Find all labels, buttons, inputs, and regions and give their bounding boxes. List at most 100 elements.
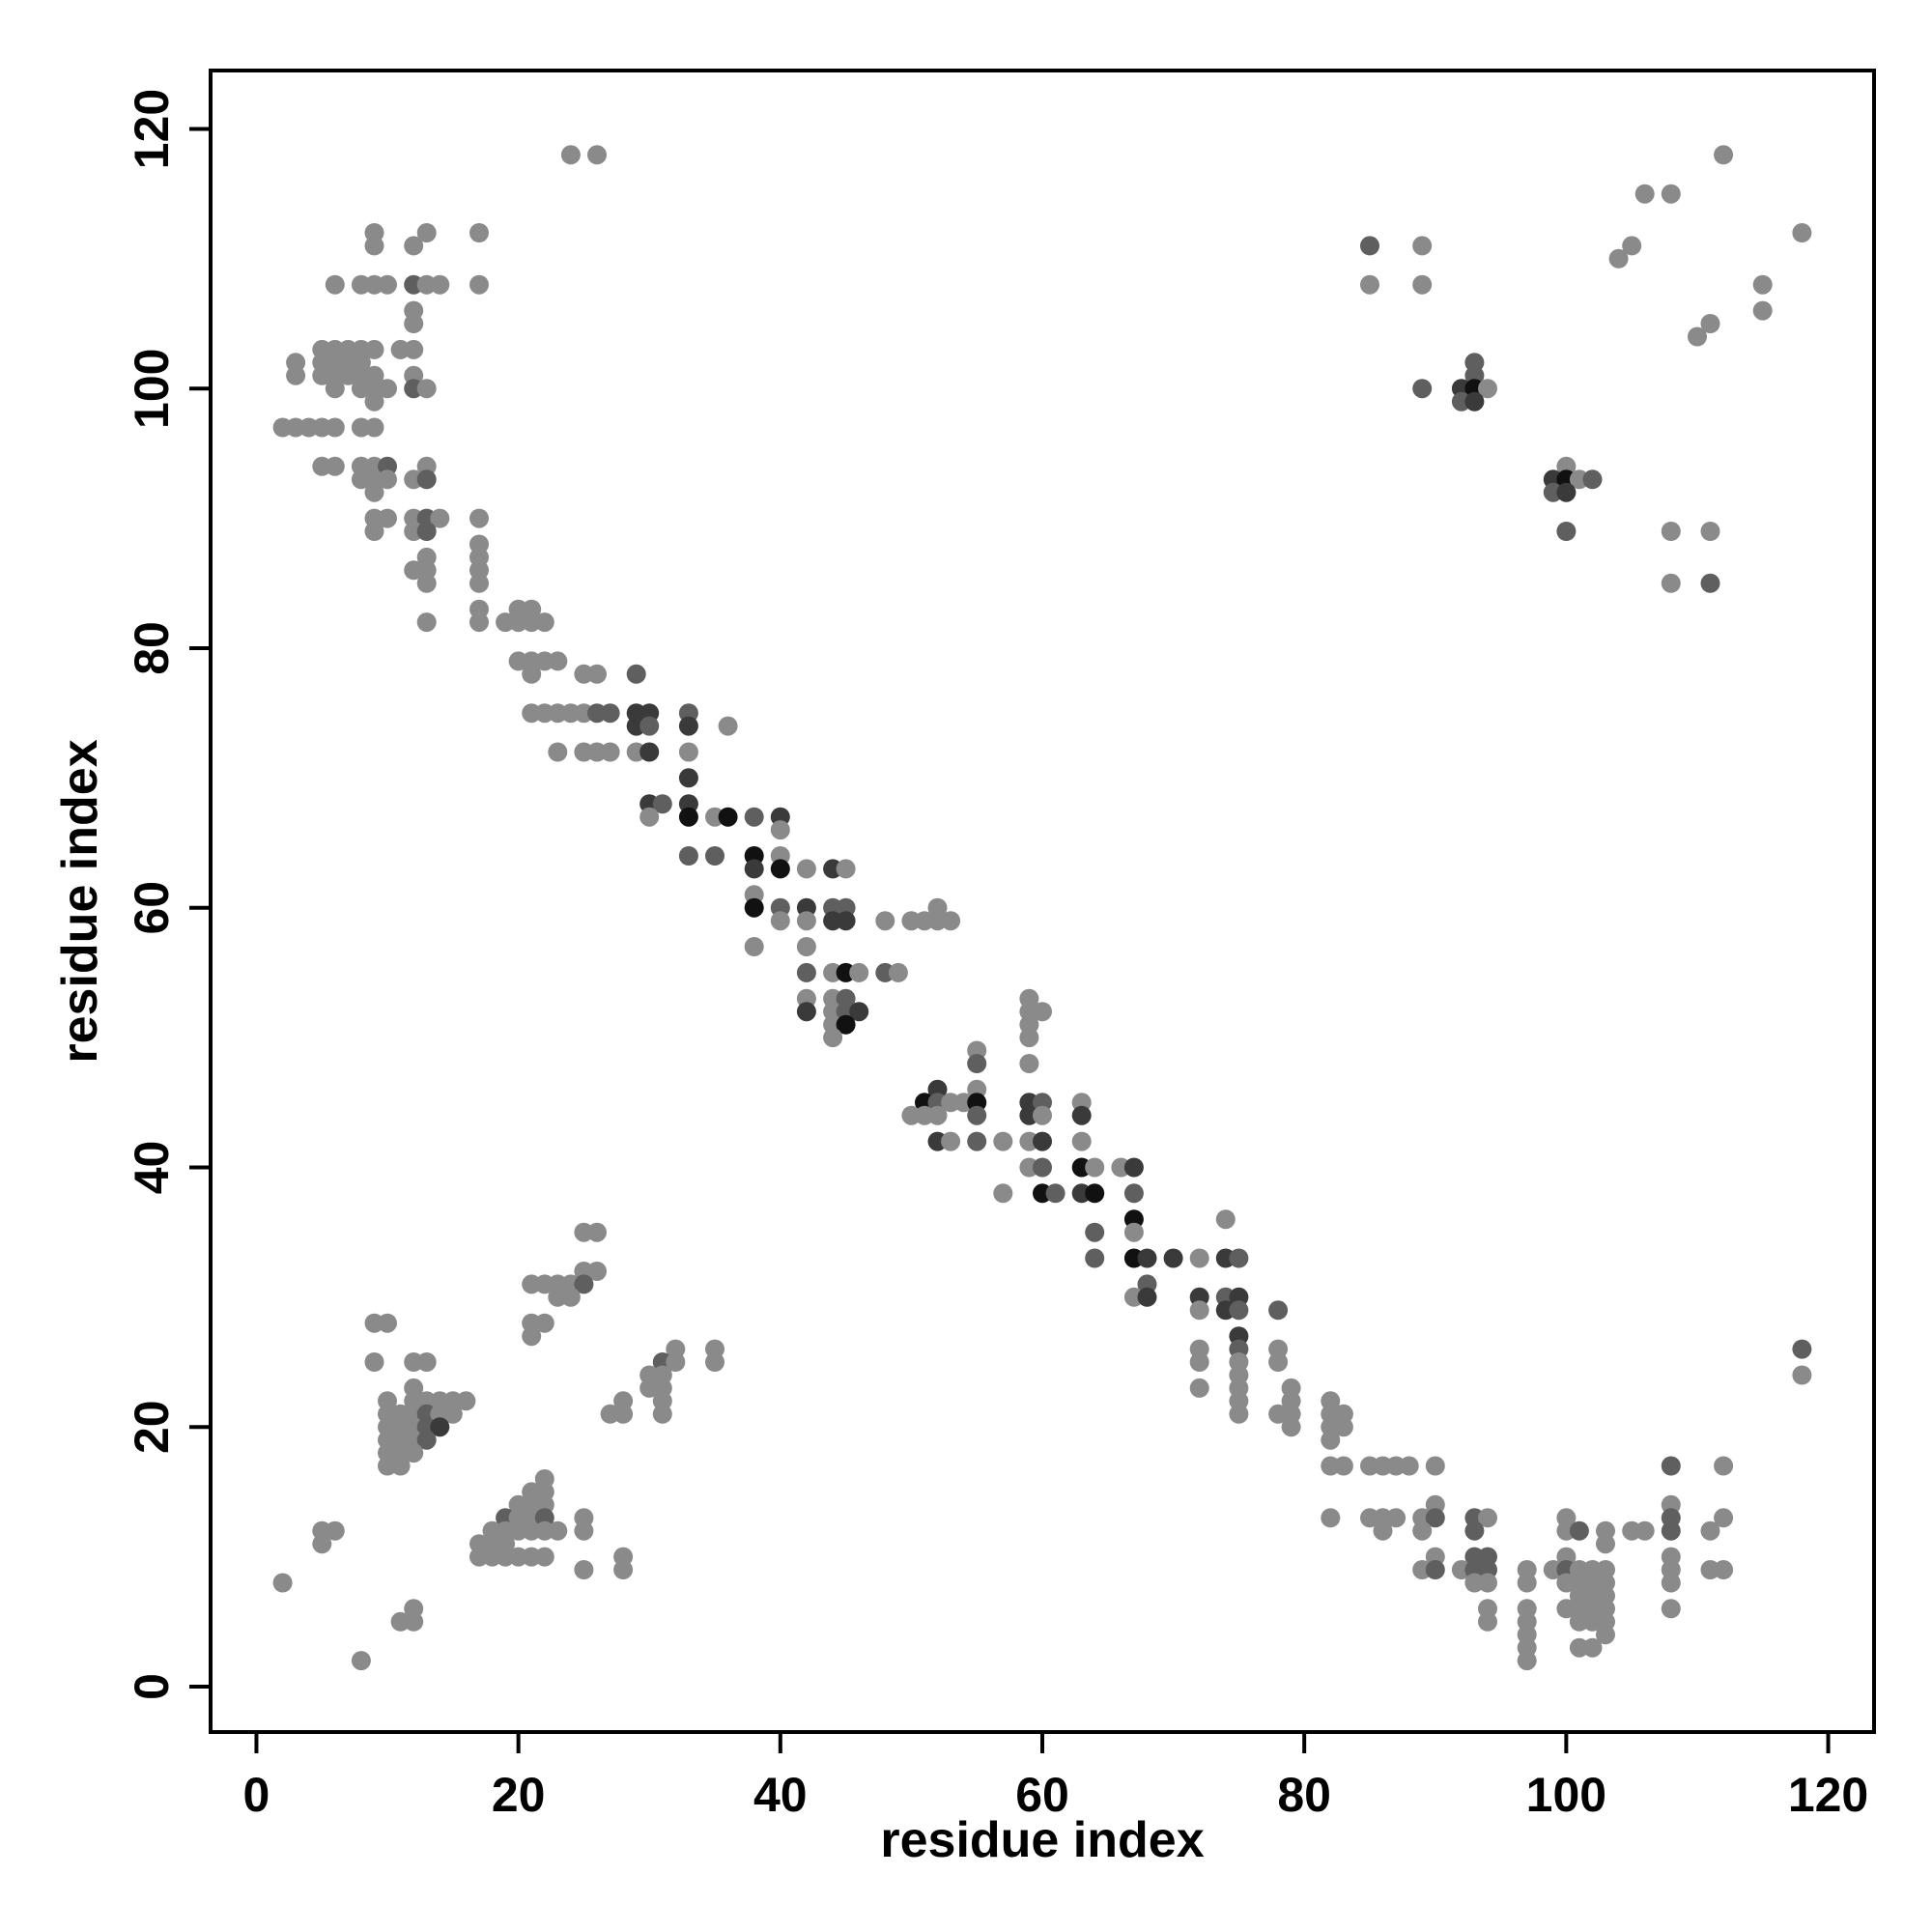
data-point [1569, 1520, 1589, 1541]
data-point [1517, 1651, 1537, 1671]
data-point [522, 664, 542, 684]
data-point [613, 1560, 634, 1579]
data-point [364, 482, 384, 502]
y-tick-label: 0 [125, 1673, 179, 1700]
data-point [587, 1262, 607, 1281]
data-point [1281, 1417, 1301, 1437]
data-point [534, 1547, 554, 1567]
data-point [705, 1352, 724, 1372]
data-point [718, 807, 738, 827]
data-point [416, 469, 437, 490]
data-point [404, 339, 424, 359]
x-tick-label: 20 [492, 1768, 546, 1822]
data-point [430, 508, 450, 528]
data-point [1085, 1157, 1105, 1178]
data-point [678, 807, 698, 827]
data-point [1412, 379, 1433, 399]
data-point [1189, 1378, 1209, 1398]
data-point [1085, 1248, 1105, 1268]
data-point [1792, 1365, 1812, 1385]
data-point [1399, 1456, 1419, 1476]
y-tick-label: 60 [125, 881, 179, 935]
data-point [1321, 1508, 1341, 1528]
x-tick-label: 0 [243, 1768, 270, 1822]
data-point [1661, 1599, 1681, 1619]
data-point [442, 1404, 463, 1424]
data-point [796, 937, 816, 956]
data-point [888, 962, 908, 982]
data-point [1189, 1300, 1209, 1321]
data-point [548, 651, 568, 671]
data-point [1556, 522, 1577, 541]
data-point [1792, 1339, 1812, 1359]
x-axis-title: residue index [880, 1812, 1204, 1868]
data-point [678, 716, 698, 736]
data-point [796, 911, 816, 931]
data-point [770, 859, 790, 879]
data-point [351, 1651, 371, 1671]
data-point [836, 1014, 856, 1035]
data-point [469, 223, 489, 242]
data-point [560, 145, 581, 165]
data-point [941, 911, 961, 931]
x-tick-label: 120 [1788, 1768, 1868, 1822]
data-point [613, 1404, 634, 1424]
data-point [1556, 482, 1577, 502]
data-point [1019, 1054, 1039, 1073]
data-point [1517, 1573, 1537, 1593]
data-point [574, 1520, 594, 1541]
data-point [1071, 1105, 1092, 1125]
data-point [1085, 1222, 1105, 1242]
data-point [548, 742, 568, 762]
data-point [836, 911, 856, 931]
data-point [1033, 1157, 1052, 1178]
data-point [456, 1391, 476, 1411]
data-point [1268, 1300, 1289, 1321]
data-point [744, 937, 764, 956]
data-point [416, 223, 437, 242]
data-point [378, 469, 397, 490]
data-point [1700, 314, 1720, 333]
data-point [1033, 1105, 1052, 1125]
data-point [286, 365, 306, 385]
data-point [1321, 1430, 1341, 1450]
points-layer [272, 145, 1812, 1671]
data-point [1189, 1352, 1209, 1372]
x-tick-label: 80 [1277, 1768, 1331, 1822]
data-point [587, 664, 607, 684]
data-point [1608, 248, 1629, 269]
data-point [416, 379, 437, 399]
data-point [744, 807, 764, 827]
data-point [364, 339, 384, 359]
y-tick-label: 20 [125, 1400, 179, 1454]
data-point [678, 846, 698, 866]
data-point [1596, 1534, 1615, 1554]
data-point [1033, 1131, 1052, 1151]
data-point [364, 391, 384, 412]
y-tick-label: 80 [125, 621, 179, 675]
data-point [1661, 573, 1681, 593]
data-point [1752, 274, 1773, 295]
data-point [796, 859, 816, 879]
y-axis: 0 20 40 60 80 100 120 [125, 89, 211, 1700]
data-point [744, 897, 764, 918]
data-point [1360, 274, 1379, 295]
data-point [1714, 1456, 1734, 1476]
data-point [1229, 1300, 1249, 1321]
data-point [1386, 1508, 1406, 1528]
data-point [1163, 1248, 1183, 1268]
data-point [1700, 522, 1720, 541]
data-point [416, 612, 437, 633]
data-point [272, 1573, 293, 1593]
data-point [587, 1222, 607, 1242]
data-point [378, 508, 397, 528]
data-point [404, 1443, 424, 1463]
data-point [1333, 1456, 1353, 1476]
data-point [1137, 1287, 1157, 1307]
data-point [404, 1611, 424, 1632]
data-point [364, 522, 384, 541]
data-point [1478, 1508, 1497, 1528]
data-point [364, 417, 384, 438]
data-point [652, 1404, 672, 1424]
